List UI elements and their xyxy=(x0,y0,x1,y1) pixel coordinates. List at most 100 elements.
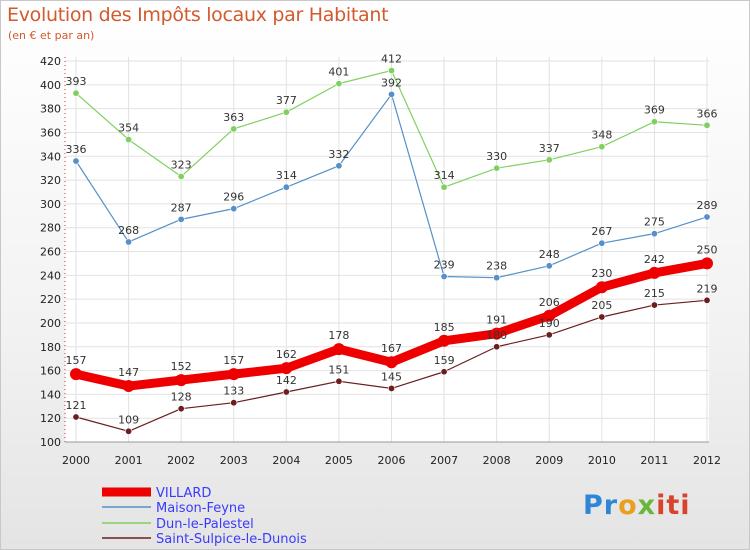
data-label: 205 xyxy=(591,299,612,312)
data-point xyxy=(72,413,80,421)
data-point xyxy=(490,327,503,340)
data-point xyxy=(440,183,448,191)
data-label: 401 xyxy=(328,66,349,79)
y-tick-label: 300 xyxy=(40,198,61,211)
data-label: 157 xyxy=(66,354,87,367)
data-label: 128 xyxy=(171,391,192,404)
data-label: 323 xyxy=(171,158,192,171)
x-tick-label: 2011 xyxy=(640,454,668,467)
data-label: 109 xyxy=(118,413,139,426)
data-point xyxy=(335,162,343,170)
data-label: 275 xyxy=(644,216,665,229)
data-point xyxy=(387,90,395,98)
logo-part-4: iti xyxy=(656,490,691,521)
data-label: 133 xyxy=(223,385,244,398)
y-tick-label: 100 xyxy=(40,436,61,449)
data-label: 348 xyxy=(591,129,612,142)
data-label: 159 xyxy=(434,354,455,367)
y-tick-label: 220 xyxy=(40,293,61,306)
data-point xyxy=(177,405,185,413)
y-tick-label: 120 xyxy=(40,412,61,425)
data-point xyxy=(125,427,133,435)
legend-label: Dun-le-Palestel xyxy=(156,517,254,532)
x-tick-label: 2004 xyxy=(272,454,300,467)
data-point xyxy=(335,377,343,385)
x-tick-label: 2003 xyxy=(220,454,248,467)
data-label: 157 xyxy=(223,354,244,367)
data-label: 250 xyxy=(697,243,718,256)
data-point xyxy=(335,80,343,88)
data-label: 142 xyxy=(276,374,297,387)
y-tick-label: 320 xyxy=(40,174,61,187)
data-point xyxy=(598,143,606,151)
data-label: 191 xyxy=(486,314,507,327)
x-tick-label: 2001 xyxy=(115,454,143,467)
data-label: 287 xyxy=(171,201,192,214)
logo-part-1: Pr xyxy=(583,490,619,521)
logo-part-3: x xyxy=(637,490,657,521)
data-point xyxy=(282,108,290,116)
data-label: 267 xyxy=(591,225,612,238)
data-point xyxy=(703,121,711,129)
y-tick-label: 280 xyxy=(40,222,61,235)
data-point xyxy=(545,262,553,270)
data-point xyxy=(282,388,290,396)
y-tick-label: 340 xyxy=(40,150,61,163)
data-label: 296 xyxy=(223,191,244,204)
data-label: 248 xyxy=(539,248,560,261)
y-tick-label: 260 xyxy=(40,246,61,259)
legend-label: Saint-Sulpice-le-Dunois xyxy=(156,532,307,547)
x-tick-label: 2000 xyxy=(62,454,90,467)
y-tick-label: 180 xyxy=(40,341,61,354)
y-tick-label: 380 xyxy=(40,103,61,116)
data-point xyxy=(440,368,448,376)
data-point xyxy=(70,368,82,381)
x-tick-label: 2002 xyxy=(167,454,195,467)
y-tick-label: 400 xyxy=(40,79,61,92)
data-point xyxy=(493,343,501,351)
data-point xyxy=(72,89,80,97)
data-label: 162 xyxy=(276,348,297,361)
data-label: 190 xyxy=(539,317,560,330)
data-point xyxy=(385,356,398,369)
x-tick-label: 2005 xyxy=(325,454,353,467)
data-point xyxy=(332,343,345,356)
data-label: 178 xyxy=(328,329,349,342)
data-label: 369 xyxy=(644,104,665,117)
data-point xyxy=(598,239,606,247)
data-label: 238 xyxy=(486,260,507,273)
y-tick-label: 240 xyxy=(40,269,61,282)
data-point xyxy=(227,368,240,381)
data-point xyxy=(598,313,606,321)
data-label: 180 xyxy=(486,329,507,342)
data-label: 152 xyxy=(171,360,192,373)
data-label: 230 xyxy=(591,267,612,280)
data-point xyxy=(177,172,185,180)
data-point xyxy=(280,362,293,375)
x-tick-label: 2010 xyxy=(588,454,616,467)
labels-dun-le-palestel: 393 354 323 363 377 401 412 314 330 337 348 369 366 xyxy=(66,53,718,183)
logo-part-2: o xyxy=(618,490,638,521)
series-saint-sulpice-le-dunois xyxy=(72,296,711,435)
data-label: 366 xyxy=(697,107,718,120)
data-point xyxy=(648,266,661,279)
data-label: 392 xyxy=(381,76,402,89)
data-point xyxy=(175,374,188,387)
x-tick-label: 2006 xyxy=(378,454,406,467)
data-point xyxy=(387,384,395,392)
data-label: 337 xyxy=(539,142,560,155)
data-point xyxy=(650,301,658,309)
data-point xyxy=(493,164,501,172)
data-point xyxy=(230,125,238,133)
chart-subtitle: (en € et par an) xyxy=(8,29,95,42)
data-point xyxy=(545,156,553,164)
data-label: 289 xyxy=(697,199,718,212)
data-label: 185 xyxy=(434,321,455,334)
series-villard xyxy=(70,257,713,393)
data-label: 206 xyxy=(539,296,560,309)
x-tick-label: 2008 xyxy=(483,454,511,467)
data-point xyxy=(545,331,553,339)
data-label: 121 xyxy=(66,399,87,412)
data-point xyxy=(650,118,658,126)
data-label: 412 xyxy=(381,53,402,66)
